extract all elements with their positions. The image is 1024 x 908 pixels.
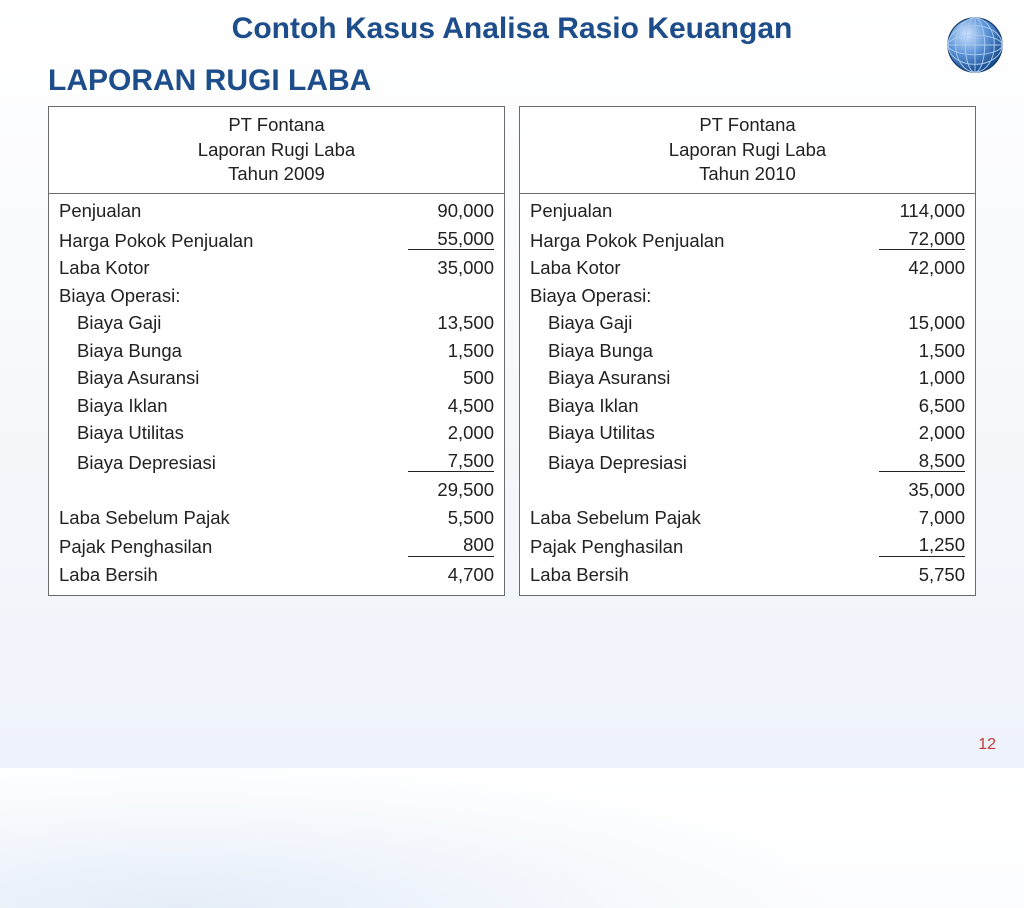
row-label: Laba Sebelum Pajak (530, 509, 701, 528)
table-row: Harga Pokok Penjualan 72,000 (530, 225, 965, 255)
table-row: Biaya Asuransi 500 (59, 365, 494, 393)
row-value: 7,000 (879, 509, 965, 528)
table-row: Penjualan 90,000 (59, 198, 494, 226)
row-value: 1,000 (879, 369, 965, 388)
table-row: Pajak Penghasilan 800 (59, 532, 494, 562)
row-value: 1,500 (879, 342, 965, 361)
row-label: Harga Pokok Penjualan (530, 232, 724, 251)
row-value: 800 (408, 536, 494, 557)
income-statement-2010: PT Fontana Laporan Rugi Laba Tahun 2010 … (519, 106, 976, 596)
report-year: Tahun 2010 (520, 162, 975, 187)
table-row: Biaya Operasi: (59, 282, 494, 310)
row-value: 42,000 (879, 259, 965, 278)
row-value: 1,250 (879, 536, 965, 557)
row-value: 114,000 (879, 202, 965, 221)
row-label: Biaya Bunga (530, 342, 653, 361)
row-label: Biaya Depresiasi (530, 454, 687, 473)
slide-content: Contoh Kasus Analisa Rasio Keuangan LAPO… (0, 0, 1024, 616)
table-row: Biaya Utilitas 2,000 (530, 420, 965, 448)
table-row: Biaya Depresiasi 7,500 (59, 447, 494, 477)
row-label: Laba Kotor (59, 259, 150, 278)
row-label: Biaya Depresiasi (59, 454, 216, 473)
table-row: Biaya Operasi: (530, 282, 965, 310)
row-value: 7,500 (408, 452, 494, 473)
slide-title: Contoh Kasus Analisa Rasio Keuangan (48, 12, 976, 46)
row-value: 8,500 (879, 452, 965, 473)
row-value: 4,700 (408, 566, 494, 585)
row-label: Biaya Asuransi (530, 369, 670, 388)
table-header: PT Fontana Laporan Rugi Laba Tahun 2010 (520, 107, 975, 194)
table-row: Biaya Asuransi 1,000 (530, 365, 965, 393)
table-row: Harga Pokok Penjualan 55,000 (59, 225, 494, 255)
row-value: 35,000 (879, 481, 965, 500)
row-value: 35,000 (408, 259, 494, 278)
row-label: Laba Kotor (530, 259, 621, 278)
row-value: 55,000 (408, 230, 494, 251)
row-value: 2,000 (879, 424, 965, 443)
row-value: 5,500 (408, 509, 494, 528)
row-label: Biaya Operasi: (530, 287, 651, 306)
row-value: 13,500 (408, 314, 494, 333)
row-label: Biaya Iklan (59, 397, 168, 416)
row-value: 72,000 (879, 230, 965, 251)
company-name: PT Fontana (520, 113, 975, 138)
row-value: 5,750 (879, 566, 965, 585)
row-value: 1,500 (408, 342, 494, 361)
page-number: 12 (978, 736, 996, 754)
table-row: Biaya Gaji 15,000 (530, 310, 965, 338)
table-row: Pajak Penghasilan 1,250 (530, 532, 965, 562)
row-label: Biaya Gaji (530, 314, 632, 333)
row-label: Pajak Penghasilan (59, 538, 212, 557)
row-label: Harga Pokok Penjualan (59, 232, 253, 251)
row-label: Biaya Operasi: (59, 287, 180, 306)
table-body: Penjualan 90,000 Harga Pokok Penjualan 55,0… (49, 194, 504, 595)
row-label: Penjualan (530, 202, 612, 221)
table-header: PT Fontana Laporan Rugi Laba Tahun 2009 (49, 107, 504, 194)
row-label: Biaya Utilitas (530, 424, 655, 443)
background-swoosh (0, 648, 1024, 908)
slide-subtitle: LAPORAN RUGI LABA (48, 64, 976, 98)
table-row: Biaya Bunga 1,500 (59, 337, 494, 365)
table-row: Laba Sebelum Pajak 5,500 (59, 504, 494, 532)
table-row: Laba Kotor 35,000 (59, 255, 494, 283)
table-row: Biaya Utilitas 2,000 (59, 420, 494, 448)
table-row: 35,000 (530, 477, 965, 505)
row-label: Laba Bersih (530, 566, 629, 585)
row-label: Biaya Iklan (530, 397, 639, 416)
table-row: Biaya Depresiasi 8,500 (530, 447, 965, 477)
table-row: Biaya Bunga 1,500 (530, 337, 965, 365)
row-value: 29,500 (408, 481, 494, 500)
table-row: 29,500 (59, 477, 494, 505)
company-name: PT Fontana (49, 113, 504, 138)
table-row: Laba Bersih 5,750 (530, 561, 965, 589)
row-value: 500 (408, 369, 494, 388)
row-label: Laba Bersih (59, 566, 158, 585)
row-value: 6,500 (879, 397, 965, 416)
report-name: Laporan Rugi Laba (520, 138, 975, 163)
table-row: Laba Kotor 42,000 (530, 255, 965, 283)
row-label: Laba Sebelum Pajak (59, 509, 230, 528)
row-label: Biaya Bunga (59, 342, 182, 361)
row-label: Pajak Penghasilan (530, 538, 683, 557)
row-label: Penjualan (59, 202, 141, 221)
table-row: Biaya Iklan 4,500 (59, 392, 494, 420)
row-value: 90,000 (408, 202, 494, 221)
report-year: Tahun 2009 (49, 162, 504, 187)
row-label: Biaya Asuransi (59, 369, 199, 388)
tables-container: PT Fontana Laporan Rugi Laba Tahun 2009 … (48, 106, 976, 596)
row-value: 15,000 (879, 314, 965, 333)
table-body: Penjualan 114,000 Harga Pokok Penjualan 72,… (520, 194, 975, 595)
table-row: Laba Bersih 4,700 (59, 561, 494, 589)
report-name: Laporan Rugi Laba (49, 138, 504, 163)
row-value: 2,000 (408, 424, 494, 443)
table-row: Laba Sebelum Pajak 7,000 (530, 504, 965, 532)
row-value: 4,500 (408, 397, 494, 416)
income-statement-2009: PT Fontana Laporan Rugi Laba Tahun 2009 … (48, 106, 505, 596)
globe-icon (944, 14, 1006, 76)
row-label: Biaya Utilitas (59, 424, 184, 443)
table-row: Biaya Iklan 6,500 (530, 392, 965, 420)
table-row: Biaya Gaji 13,500 (59, 310, 494, 338)
row-label: Biaya Gaji (59, 314, 161, 333)
table-row: Penjualan 114,000 (530, 198, 965, 226)
